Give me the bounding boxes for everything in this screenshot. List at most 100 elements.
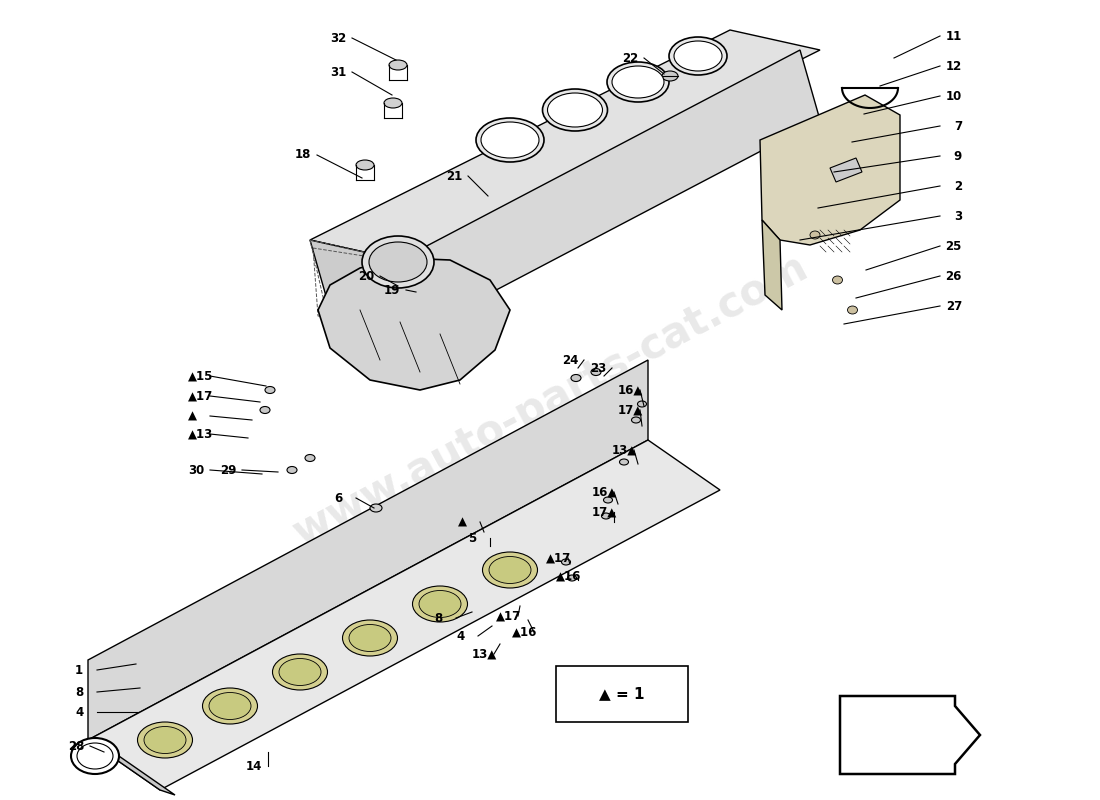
Ellipse shape [305,454,315,462]
Text: ▲: ▲ [458,515,468,529]
Text: 8: 8 [75,686,84,698]
Text: ▲16: ▲16 [512,626,538,638]
Ellipse shape [265,386,275,394]
Polygon shape [760,95,900,245]
Text: 16▲: 16▲ [592,486,617,498]
Text: 9: 9 [954,150,962,162]
Text: 18: 18 [295,149,311,162]
Ellipse shape [349,625,390,651]
Polygon shape [762,220,782,310]
Ellipse shape [602,513,610,519]
Ellipse shape [481,122,539,158]
Ellipse shape [209,693,251,719]
Ellipse shape [591,369,601,375]
Polygon shape [88,440,721,790]
Ellipse shape [370,504,382,512]
Text: 23: 23 [590,362,606,374]
Ellipse shape [571,374,581,382]
Ellipse shape [476,118,544,162]
Text: ▲13: ▲13 [188,427,213,441]
Ellipse shape [279,658,321,686]
Ellipse shape [389,60,407,70]
Polygon shape [840,696,980,774]
Ellipse shape [412,586,468,622]
Text: 1: 1 [75,663,84,677]
Ellipse shape [604,497,613,503]
Ellipse shape [356,160,374,170]
Text: 27: 27 [946,299,962,313]
Ellipse shape [483,552,538,588]
Ellipse shape [674,41,722,71]
Ellipse shape [202,688,257,724]
Text: 17▲: 17▲ [618,403,644,417]
Text: 25: 25 [946,239,962,253]
Ellipse shape [144,726,186,754]
Ellipse shape [77,743,113,769]
Ellipse shape [72,738,119,774]
FancyBboxPatch shape [556,666,688,722]
Ellipse shape [273,654,328,690]
Text: 16▲: 16▲ [618,383,644,397]
Ellipse shape [847,306,858,314]
Text: ▲17: ▲17 [188,390,213,402]
Text: ▲15: ▲15 [188,370,213,382]
Ellipse shape [561,559,571,565]
Ellipse shape [419,590,461,618]
Ellipse shape [542,89,607,131]
Text: 3: 3 [954,210,962,222]
Ellipse shape [638,401,647,407]
Ellipse shape [612,66,664,98]
Text: 7: 7 [954,119,962,133]
Text: 19: 19 [384,283,400,297]
Text: 4: 4 [75,706,84,718]
Ellipse shape [568,575,576,581]
Ellipse shape [619,459,628,465]
Text: 13▲: 13▲ [612,443,637,457]
Text: 22: 22 [621,51,638,65]
Text: 14: 14 [246,759,263,773]
Text: ▲17: ▲17 [546,551,571,565]
Polygon shape [310,240,420,330]
Polygon shape [830,158,862,182]
Ellipse shape [662,71,678,81]
Ellipse shape [490,557,531,583]
Text: ▲ = 1: ▲ = 1 [600,686,645,702]
Text: 6: 6 [334,491,342,505]
Text: 4: 4 [456,630,464,642]
Text: 20: 20 [358,270,374,282]
Text: ▲16: ▲16 [556,570,582,582]
Text: 29: 29 [220,463,236,477]
Ellipse shape [362,236,435,288]
Ellipse shape [368,242,427,282]
Ellipse shape [631,417,640,423]
Ellipse shape [607,62,669,102]
Text: 2: 2 [954,179,962,193]
Ellipse shape [548,93,603,127]
Text: 28: 28 [68,739,85,753]
Text: 10: 10 [946,90,962,102]
Text: 5: 5 [468,531,476,545]
Ellipse shape [138,722,192,758]
Text: ▲: ▲ [188,410,197,422]
Polygon shape [310,30,820,260]
Polygon shape [318,258,510,390]
Text: 12: 12 [946,59,962,73]
Text: 11: 11 [946,30,962,42]
Ellipse shape [384,98,402,108]
Text: ▲17: ▲17 [496,610,521,622]
Ellipse shape [810,231,820,239]
Ellipse shape [342,620,397,656]
Text: 17▲: 17▲ [592,506,617,518]
Text: 31: 31 [330,66,346,78]
Text: 24: 24 [562,354,579,366]
Text: 32: 32 [330,31,346,45]
Text: 30: 30 [188,463,205,477]
Text: 8: 8 [434,611,442,625]
Text: 13▲: 13▲ [472,647,497,661]
Polygon shape [88,360,648,740]
Ellipse shape [669,37,727,75]
Ellipse shape [260,406,270,414]
Polygon shape [88,740,175,795]
Text: 21: 21 [446,170,462,182]
Text: 26: 26 [946,270,962,282]
